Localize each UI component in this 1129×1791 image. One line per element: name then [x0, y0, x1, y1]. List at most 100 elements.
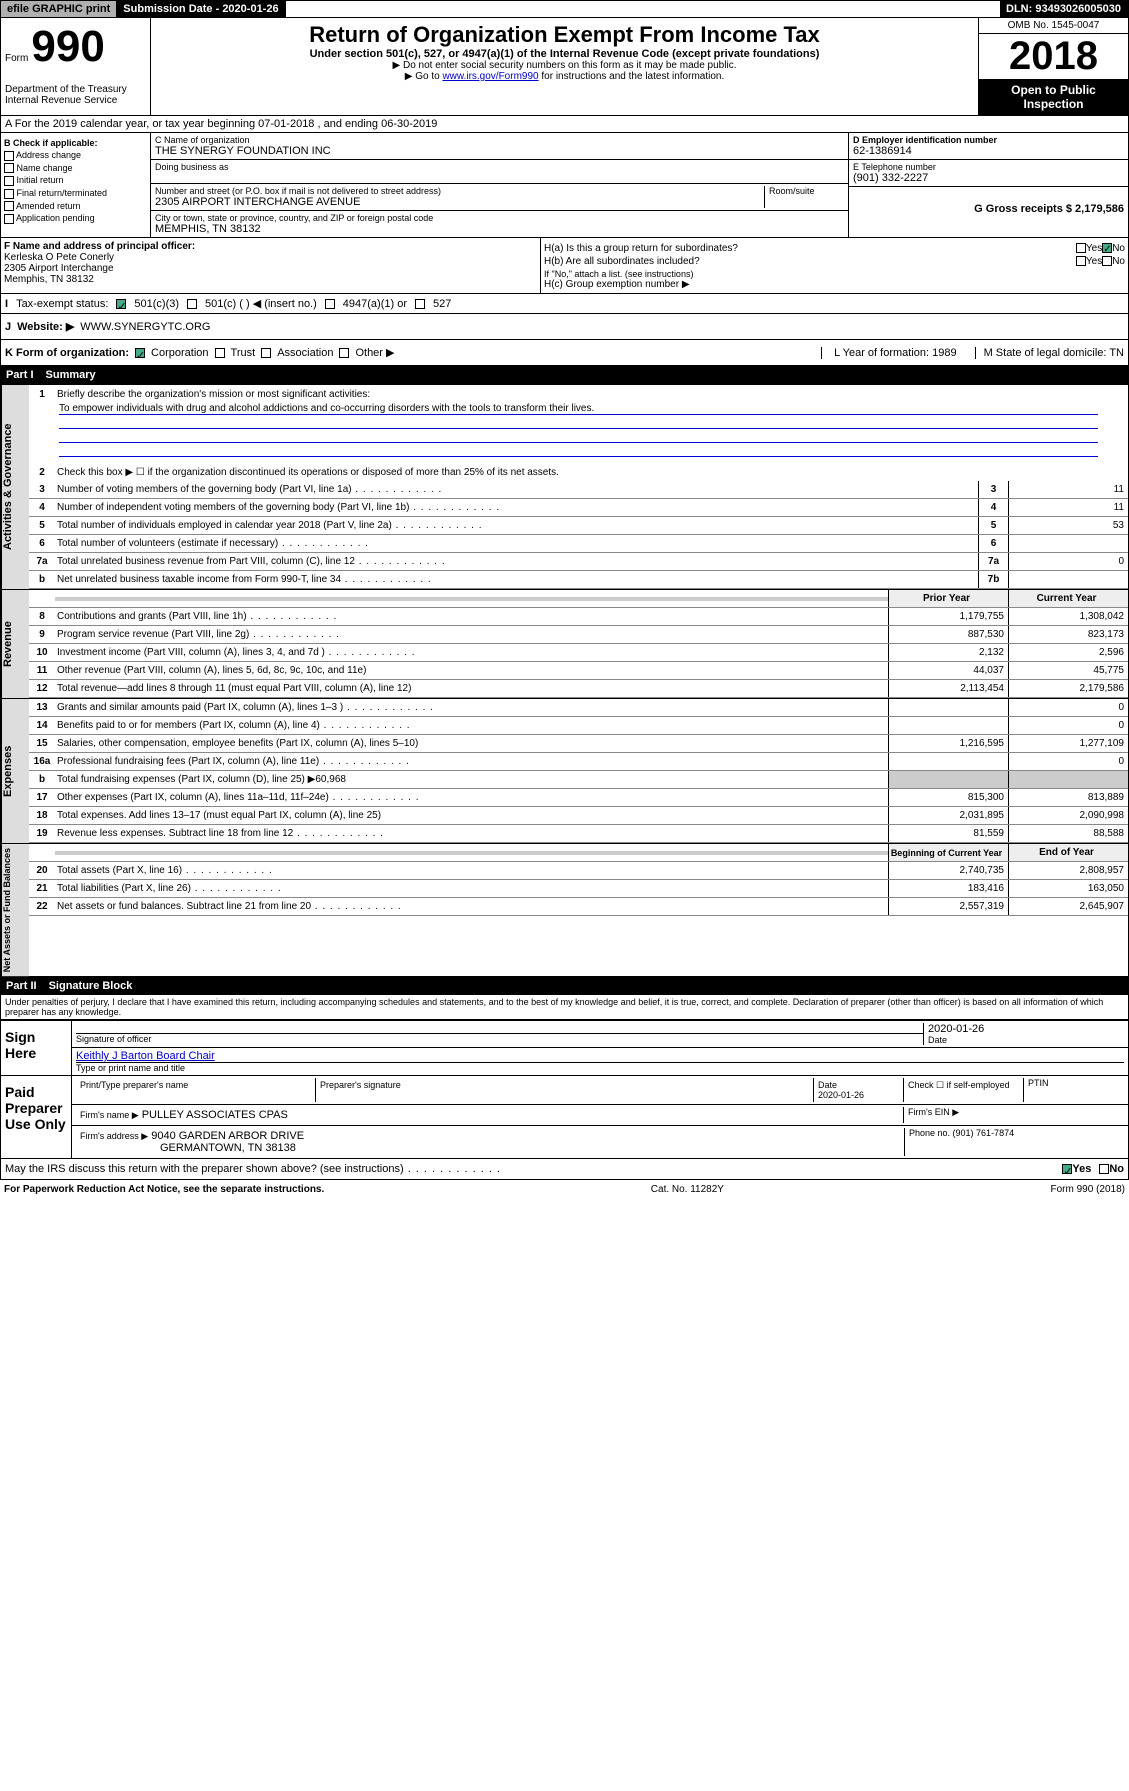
col-c-org: C Name of organization THE SYNERGY FOUND…: [151, 133, 848, 237]
vtab-expenses: Expenses: [1, 699, 29, 843]
c19: 88,588: [1008, 825, 1128, 842]
chk-pending[interactable]: [4, 214, 14, 224]
top-bar: efile GRAPHIC print Submission Date - 20…: [0, 0, 1129, 18]
line16a-text: Professional fundraising fees (Part IX, …: [55, 754, 888, 769]
addr-val: 2305 AIRPORT INTERCHANGE AVENUE: [155, 196, 764, 208]
page-footer: For Paperwork Reduction Act Notice, see …: [0, 1180, 1129, 1199]
ha-yes[interactable]: [1076, 243, 1086, 253]
chk-4947[interactable]: [325, 299, 335, 309]
officer-label: F Name and address of principal officer:: [4, 241, 537, 252]
city-label: City or town, state or province, country…: [155, 213, 844, 223]
no-text2: No: [1112, 256, 1125, 267]
irs-link[interactable]: www.irs.gov/Form990: [442, 71, 538, 82]
chk-other[interactable]: [339, 348, 349, 358]
row-i-status: I Tax-exempt status: ✓501(c)(3) 501(c) (…: [0, 294, 1129, 314]
paid-preparer-label: Paid Preparer Use Only: [1, 1076, 71, 1158]
date-label2: Date: [818, 1080, 837, 1090]
c9: 823,173: [1008, 626, 1128, 643]
val5: 53: [1008, 517, 1128, 534]
note-post: for instructions and the latest informat…: [539, 71, 725, 82]
discuss-yes-text: Yes: [1072, 1163, 1091, 1175]
prior-header: Prior Year: [888, 590, 1008, 607]
addr-label: Number and street (or P.O. box if mail i…: [155, 186, 764, 196]
officer-name: Kerleska O Pete Conerly: [4, 252, 537, 263]
j-label: J: [5, 321, 11, 333]
col-de: D Employer identification number 62-1386…: [848, 133, 1128, 237]
line12-text: Total revenue—add lines 8 through 11 (mu…: [55, 681, 888, 696]
discuss-no[interactable]: [1099, 1164, 1109, 1174]
hb-no[interactable]: [1102, 256, 1112, 266]
p17: 815,300: [888, 789, 1008, 806]
mission-blank1: [59, 415, 1098, 429]
line6-text: Total number of volunteers (estimate if …: [55, 536, 978, 551]
opt-501c3: 501(c)(3): [134, 298, 179, 310]
chk-527[interactable]: [415, 299, 425, 309]
mission-text: To empower individuals with drug and alc…: [59, 403, 1098, 415]
ha-no[interactable]: ✓: [1102, 243, 1112, 253]
efile-button[interactable]: efile GRAPHIC print: [1, 1, 117, 17]
chk-assoc[interactable]: [261, 348, 271, 358]
hb-yes[interactable]: [1076, 256, 1086, 266]
c11: 45,775: [1008, 662, 1128, 679]
line2-text: Check this box ▶ ☐ if the organization d…: [55, 465, 1128, 480]
type-name-label: Type or print name and title: [76, 1062, 1124, 1073]
form-header: Form 990 Department of the Treasury Inte…: [0, 18, 1129, 116]
footer-mid: Cat. No. 11282Y: [651, 1184, 724, 1195]
discuss-text: May the IRS discuss this return with the…: [5, 1163, 1062, 1175]
hc-label: H(c) Group exemption number ▶: [544, 279, 1125, 290]
line10-text: Investment income (Part VIII, column (A)…: [55, 645, 888, 660]
self-employed: Check ☐ if self-employed: [904, 1078, 1024, 1102]
p18: 2,031,895: [888, 807, 1008, 824]
form-prefix: Form: [5, 53, 28, 64]
part1-header: Part I Summary: [0, 366, 1129, 384]
city-val: MEMPHIS, TN 38132: [155, 223, 844, 235]
opt-other: Other ▶: [355, 346, 394, 359]
firm-addr: 9040 GARDEN ARBOR DRIVE: [151, 1130, 304, 1142]
firm-city: GERMANTOWN, TN 38138: [160, 1142, 296, 1154]
chk-amended[interactable]: [4, 201, 14, 211]
c10: 2,596: [1008, 644, 1128, 661]
p10: 2,132: [888, 644, 1008, 661]
chk-corp[interactable]: ✓: [135, 348, 145, 358]
mission-blank3: [59, 443, 1098, 457]
chk-final[interactable]: [4, 189, 14, 199]
state-domicile: M State of legal domicile: TN: [975, 347, 1124, 359]
tax-year: 2018: [979, 34, 1128, 79]
prep-sig-label: Preparer's signature: [316, 1078, 814, 1102]
chk-address[interactable]: [4, 151, 14, 161]
line1-text: Briefly describe the organization's miss…: [55, 387, 1128, 402]
chk-name[interactable]: [4, 163, 14, 173]
p16a: [888, 753, 1008, 770]
opt-4947: 4947(a)(1) or: [343, 298, 407, 310]
chk-501c3[interactable]: ✓: [116, 299, 126, 309]
opt-501c: 501(c) ( ) ◀ (insert no.): [205, 297, 317, 310]
room-label: Room/suite: [769, 186, 844, 196]
open-public: Open to Public Inspection: [979, 79, 1128, 115]
phone-val: (901) 332-2227: [853, 172, 1124, 184]
opt-final: Final return/terminated: [17, 188, 108, 198]
end-header: End of Year: [1008, 844, 1128, 861]
sign-here-label: Sign Here: [1, 1021, 71, 1075]
gross-receipts: G Gross receipts $ 2,179,586: [974, 203, 1124, 215]
col-f-officer: F Name and address of principal officer:…: [1, 238, 541, 293]
chk-initial[interactable]: [4, 176, 14, 186]
status-label: I: [5, 298, 8, 310]
no-text: No: [1112, 243, 1125, 254]
chk-trust[interactable]: [215, 348, 225, 358]
line17-text: Other expenses (Part IX, column (A), lin…: [55, 790, 888, 805]
section-bcde: B Check if applicable: Address change Na…: [0, 133, 1129, 238]
c21: 163,050: [1008, 880, 1128, 897]
line14-text: Benefits paid to or for members (Part IX…: [55, 718, 888, 733]
opt-initial: Initial return: [17, 175, 64, 185]
discuss-no-text: No: [1109, 1163, 1124, 1175]
note-pre: ▶ Go to: [405, 71, 443, 82]
discuss-yes[interactable]: ✓: [1062, 1164, 1072, 1174]
p13: [888, 699, 1008, 716]
opt-address: Address change: [16, 150, 81, 160]
opt-corp: Corporation: [151, 347, 208, 359]
opt-527: 527: [433, 298, 451, 310]
row-a-period: A For the 2019 calendar year, or tax yea…: [0, 116, 1129, 133]
form-number: 990: [31, 22, 104, 71]
chk-501c[interactable]: [187, 299, 197, 309]
firm-name-label: Firm's name ▶: [80, 1110, 139, 1120]
